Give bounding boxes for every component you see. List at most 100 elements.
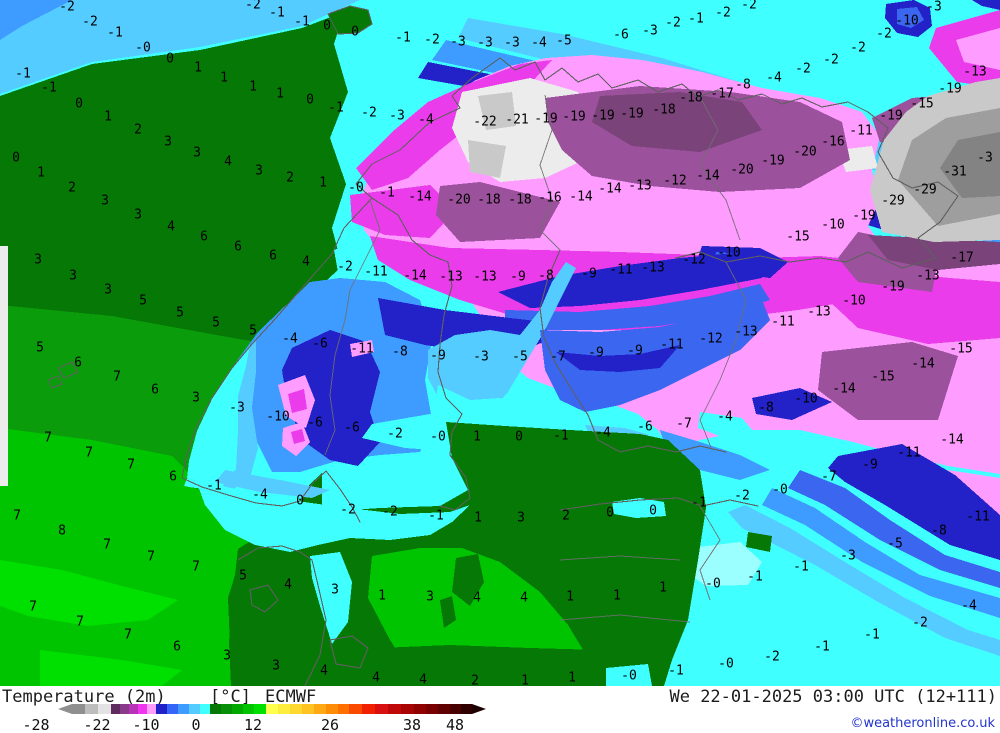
scale-tick: 26 — [320, 716, 340, 733]
border-finland-russia-north — [699, 96, 741, 241]
region-se-sky-band — [762, 488, 1000, 618]
scale-segment — [362, 704, 375, 714]
scale-segment — [120, 704, 129, 714]
border-baltic-states — [559, 555, 691, 623]
region-se-bluemid-band — [788, 470, 1000, 588]
region-northsea-vivid2 — [40, 650, 182, 686]
region-magenta-b — [350, 185, 456, 238]
scale-segment — [278, 704, 290, 714]
coastline-nw-island — [327, 5, 373, 35]
region-russia-navy-streak — [752, 388, 832, 420]
region-gray-spot2 — [468, 140, 506, 178]
region-magenta-russia — [828, 268, 1000, 344]
scale-segment — [266, 704, 278, 714]
region-coast-cyanstrip — [187, 345, 250, 487]
scale-segment — [401, 704, 414, 714]
region-ne-pink — [956, 28, 1000, 70]
scale-segment — [438, 704, 450, 714]
coastline-kola-whitesea — [675, 111, 959, 269]
scale-tick: 48 — [445, 716, 465, 733]
region-kattegat-cyan — [310, 552, 352, 644]
scale-segment — [326, 704, 338, 714]
legend-model: ECMWF — [265, 687, 317, 707]
region-ne-corner-navy — [972, 0, 1000, 10]
region-skagerrak-light — [215, 470, 330, 498]
region-northsea-vivid1 — [0, 560, 178, 626]
region-purpledark-lapland — [592, 92, 762, 152]
scale-segment — [98, 704, 111, 714]
scale-tick: -22 — [83, 716, 111, 733]
region-bothnia-light — [428, 262, 576, 418]
region-jutland — [228, 545, 330, 686]
scale-segment — [314, 704, 326, 714]
scale-segment — [129, 704, 138, 714]
scale-segment — [375, 704, 388, 714]
scale-right-arrow — [472, 704, 486, 714]
scale-segment — [414, 704, 426, 714]
copyright-link[interactable]: ©weatheronline.co.uk — [850, 716, 995, 731]
region-finland-navy2 — [556, 345, 680, 372]
region-peipus-island — [746, 532, 772, 552]
scale-tick: -28 — [22, 716, 50, 733]
legend-title: Temperature (2m) — [2, 687, 166, 707]
coastline-sweden-east — [371, 197, 471, 511]
scale-segment — [388, 704, 401, 714]
legend-datetime: We 22-01-2025 03:00 UTC (12+111) — [669, 687, 997, 707]
legend-unit: [°C] — [210, 687, 251, 707]
scale-segment — [338, 704, 349, 714]
scale-segment — [178, 704, 189, 714]
region-ne-island-core — [897, 7, 924, 28]
border-finland-russia — [699, 261, 747, 451]
region-nw-corner — [0, 0, 72, 40]
scale-tick: 38 — [402, 716, 422, 733]
coastline-denmark — [237, 545, 327, 686]
scale-segment — [461, 704, 472, 714]
border-estonia-russia — [699, 505, 721, 601]
region-se-cyan-patch1 — [612, 498, 666, 518]
region-ladoga-sky — [660, 430, 770, 480]
region-finland-north-navy — [498, 252, 775, 308]
region-oland — [440, 596, 456, 628]
region-mtn-magenta1 — [288, 389, 307, 413]
region-ladoga-cyan — [698, 412, 752, 438]
region-se-navy-band — [828, 444, 1000, 560]
region-mtn-magenta2 — [291, 429, 305, 444]
region-scandes-navy — [282, 330, 380, 466]
scale-ticks: -28 -22 -10 0 12 26 38 48 — [0, 716, 1000, 733]
scale-segment — [85, 704, 98, 714]
scale-segment — [189, 704, 200, 714]
map-left-edge-strip — [0, 246, 8, 486]
coastline-estonia — [559, 497, 759, 511]
scale-segment — [290, 704, 302, 714]
region-se-cyan-patch2 — [606, 664, 652, 686]
scale-segment — [200, 704, 210, 714]
scale-segment — [167, 704, 178, 714]
region-purple-e — [818, 342, 958, 420]
scale-segment — [302, 704, 314, 714]
region-purple-c — [436, 182, 560, 242]
border-norway-sweden — [324, 199, 381, 456]
scale-segment — [111, 704, 120, 714]
legend-bar: Temperature (2m) [°C] ECMWF We 22-01-202… — [0, 686, 1000, 733]
region-russia-graydark — [940, 132, 1000, 198]
scale-segment — [138, 704, 147, 714]
region-purpledark-ne — [868, 235, 1000, 270]
scale-segment — [221, 704, 232, 714]
coastline-finland — [539, 249, 727, 453]
map-canvas — [0, 0, 1000, 686]
scale-segment — [147, 704, 156, 714]
scale-segment — [210, 704, 221, 714]
scale-segment — [254, 704, 266, 714]
scale-bar — [72, 704, 472, 714]
coastline-finnmark — [499, 57, 869, 113]
region-gotland — [452, 554, 484, 606]
scale-segment — [232, 704, 243, 714]
scale-segment — [450, 704, 461, 714]
scale-segment — [349, 704, 362, 714]
region-mtn-pink3 — [350, 340, 374, 357]
coastline-faroe — [47, 361, 79, 389]
coastline-norway-west — [181, 57, 501, 523]
scale-tick: -10 — [132, 716, 160, 733]
scale-segment — [72, 704, 85, 714]
